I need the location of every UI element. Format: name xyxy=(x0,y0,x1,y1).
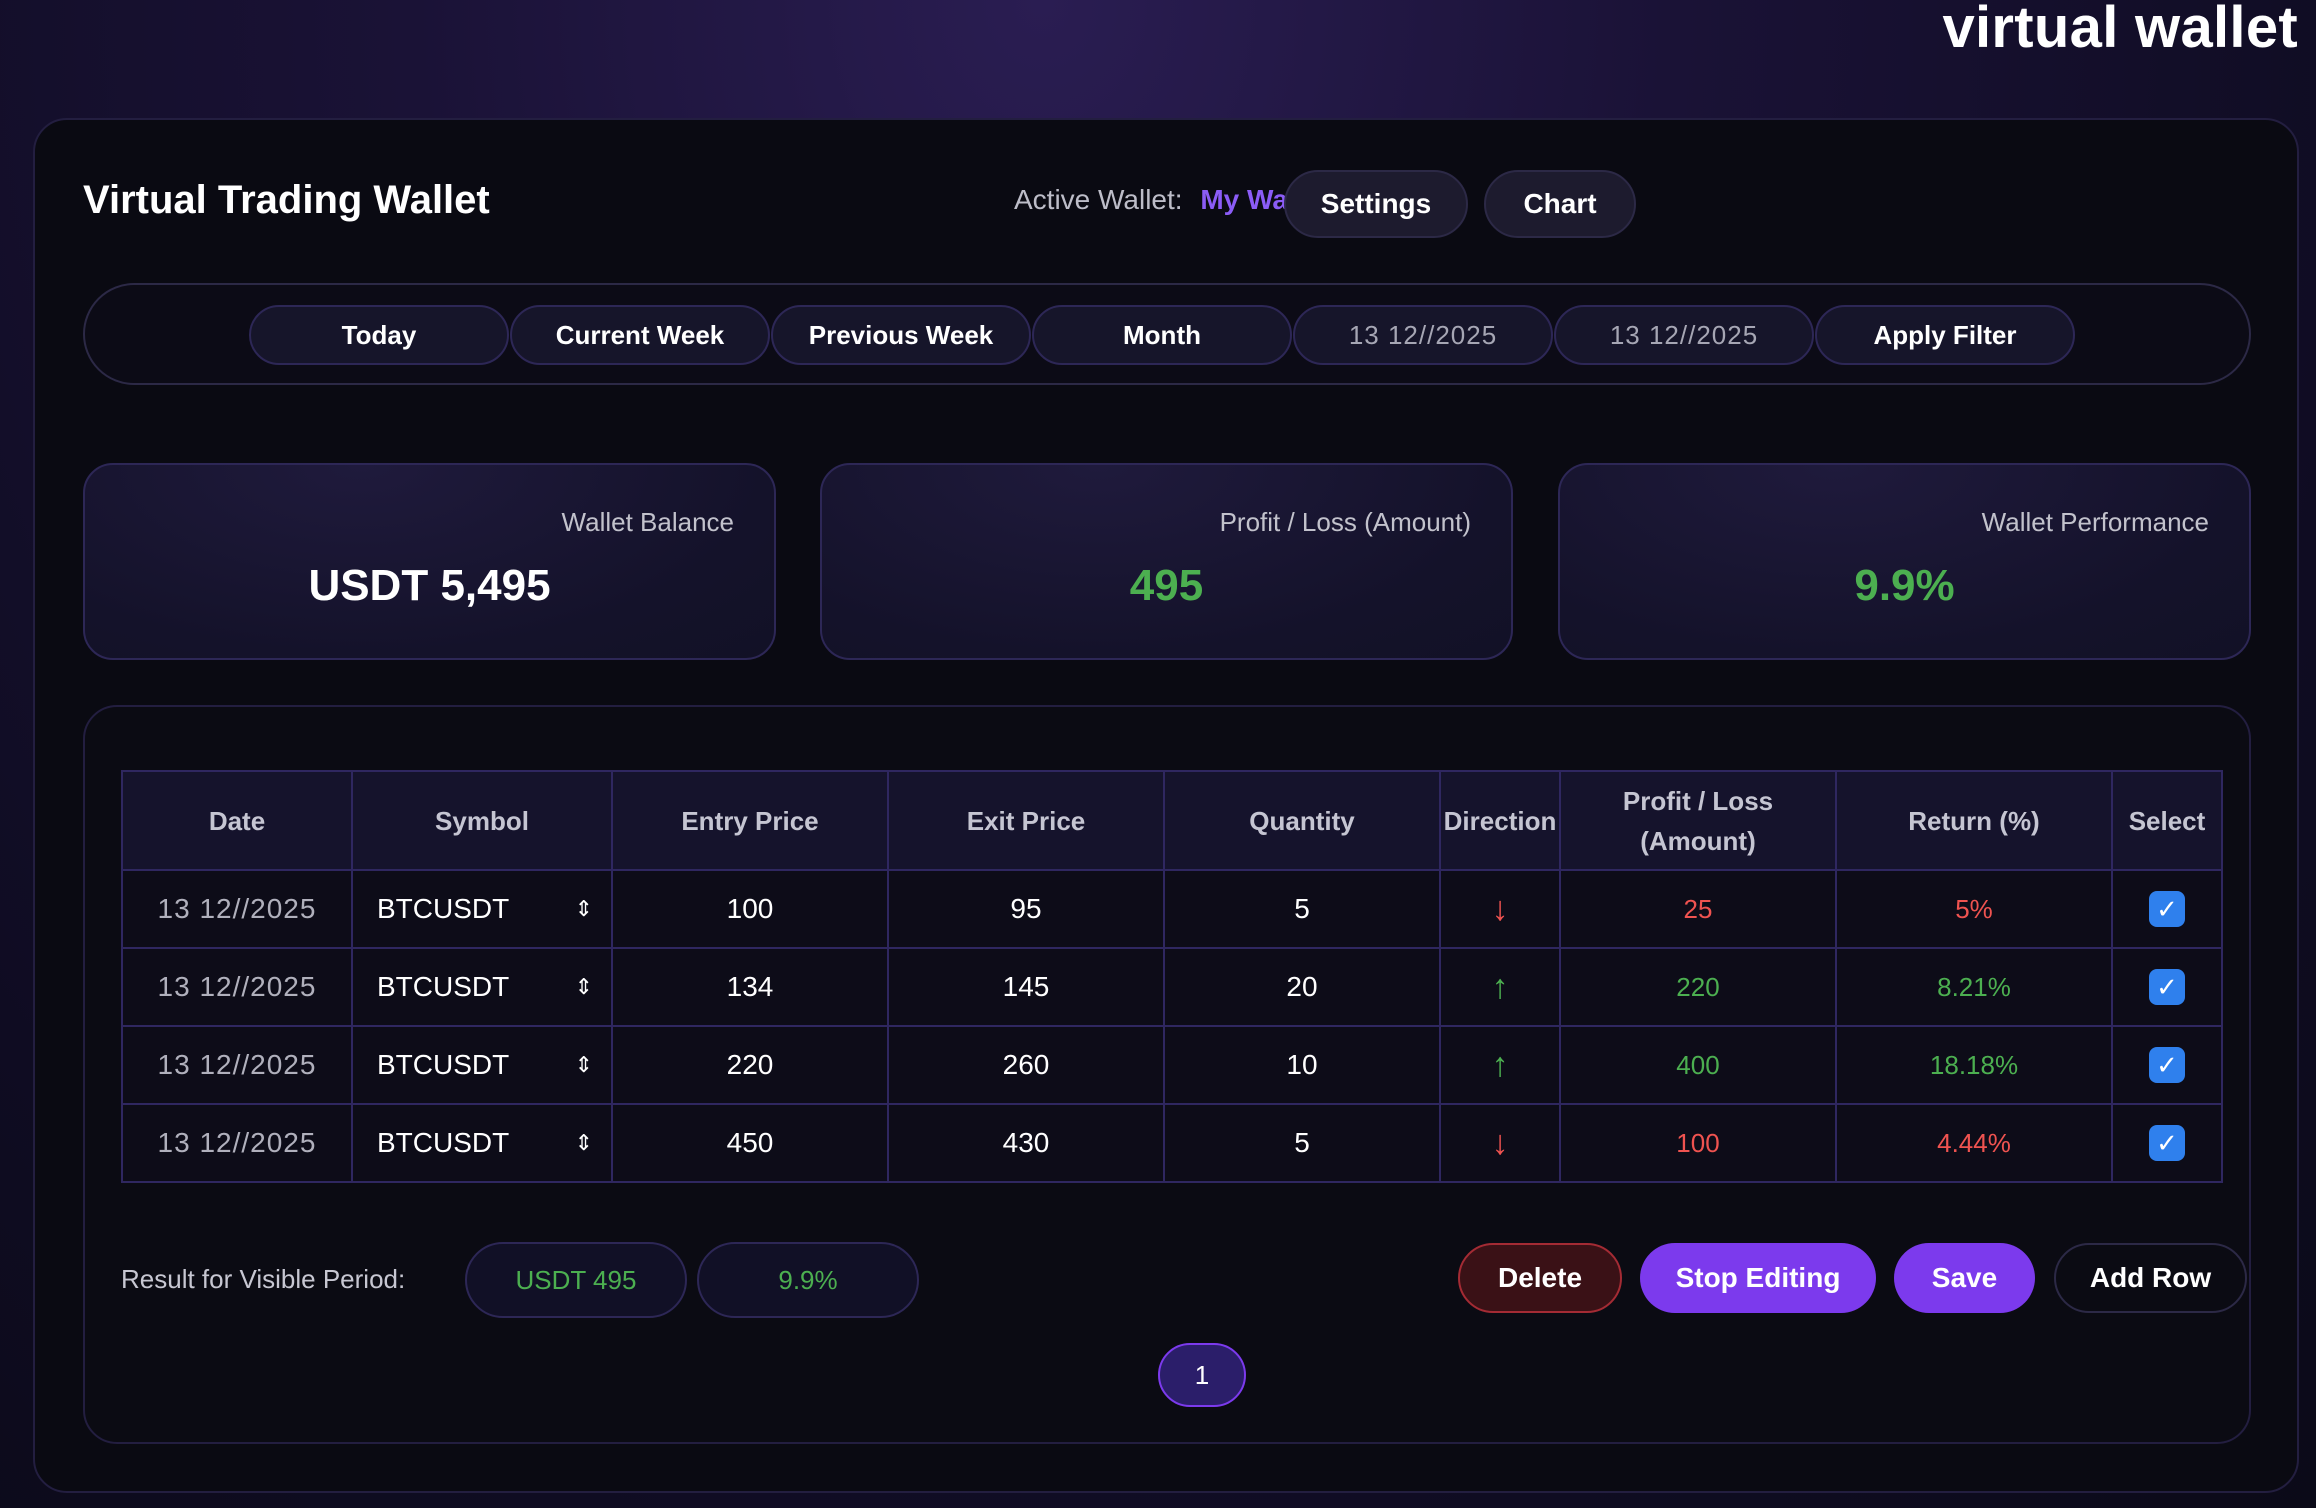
profit-loss-value: 495 xyxy=(1129,561,1204,610)
profit-loss-cell: 400 xyxy=(1559,1025,1837,1105)
column-header: Entry Price xyxy=(611,770,889,871)
entry-price-cell[interactable]: 450 xyxy=(611,1103,889,1183)
column-header: Direction xyxy=(1439,770,1561,871)
pagination-page-button[interactable]: 1 xyxy=(1158,1343,1246,1407)
table-header-row: Date Symbol Entry Price Exit Price Quant… xyxy=(121,770,2223,871)
direction-cell[interactable]: ↓ xyxy=(1439,1103,1561,1183)
return-cell: 8.21% xyxy=(1835,947,2113,1027)
direction-cell[interactable]: ↑ xyxy=(1439,947,1561,1027)
profit-loss-cell: 100 xyxy=(1559,1103,1837,1183)
select-chevrons-icon: ⇕ xyxy=(574,896,593,921)
exit-price-cell[interactable]: 95 xyxy=(887,869,1165,949)
exit-price-cell[interactable]: 430 xyxy=(887,1103,1165,1183)
date-cell[interactable]: 13 12//2025 xyxy=(121,1025,353,1105)
symbol-select[interactable]: BTCUSDT ⇕ xyxy=(351,947,613,1027)
exit-price-cell[interactable]: 145 xyxy=(887,947,1165,1027)
delete-button[interactable]: Delete xyxy=(1458,1243,1622,1313)
profit-loss-cell: 220 xyxy=(1559,947,1837,1027)
table-row: 13 12//2025 BTCUSDT ⇕ 134 145 20 ↑ 220 8.… xyxy=(121,947,2223,1027)
return-cell: 5% xyxy=(1835,869,2113,949)
table-row: 13 12//2025 BTCUSDT ⇕ 100 95 5 ↓ 25 5% ✓ xyxy=(121,869,2223,949)
trades-card: Date Symbol Entry Price Exit Price Quant… xyxy=(83,705,2251,1444)
symbol-select[interactable]: BTCUSDT ⇕ xyxy=(351,1103,613,1183)
save-button[interactable]: Save xyxy=(1894,1243,2035,1313)
select-cell: ✓ xyxy=(2111,1025,2223,1105)
wallet-performance-card: Wallet Performance 9.9% xyxy=(1558,463,2251,660)
row-checkbox[interactable]: ✓ xyxy=(2149,891,2185,927)
filter-month-button[interactable]: Month xyxy=(1032,305,1292,365)
arrow-up-icon: ↑ xyxy=(1491,967,1509,1006)
symbol-value: BTCUSDT xyxy=(377,971,510,1002)
row-checkbox[interactable]: ✓ xyxy=(2149,1047,2185,1083)
wallet-balance-label: Wallet Balance xyxy=(561,507,734,537)
select-chevrons-icon: ⇕ xyxy=(574,1130,593,1155)
arrow-down-icon: ↓ xyxy=(1491,889,1509,928)
select-chevrons-icon: ⇕ xyxy=(574,1052,593,1077)
direction-cell[interactable]: ↓ xyxy=(1439,869,1561,949)
apply-filter-button[interactable]: Apply Filter xyxy=(1815,305,2075,365)
row-checkbox[interactable]: ✓ xyxy=(2149,1125,2185,1161)
app-title: virtual wallet xyxy=(1942,0,2298,60)
profit-loss-label: Profit / Loss (Amount) xyxy=(1219,507,1471,537)
column-header: Date xyxy=(121,770,353,871)
stop-editing-button[interactable]: Stop Editing xyxy=(1640,1243,1876,1313)
quantity-cell[interactable]: 20 xyxy=(1163,947,1441,1027)
column-header: Exit Price xyxy=(887,770,1165,871)
result-label: Result for Visible Period: xyxy=(121,1264,406,1294)
return-cell: 4.44% xyxy=(1835,1103,2113,1183)
arrow-up-icon: ↑ xyxy=(1491,1045,1509,1084)
date-cell[interactable]: 13 12//2025 xyxy=(121,947,353,1027)
quantity-cell[interactable]: 5 xyxy=(1163,869,1441,949)
trades-table: Date Symbol Entry Price Exit Price Quant… xyxy=(121,770,2223,1183)
to-date-input[interactable]: 13 12//2025 xyxy=(1554,305,1814,365)
chart-button[interactable]: Chart xyxy=(1484,170,1636,238)
profit-loss-cell: 25 xyxy=(1559,869,1837,949)
column-header: Select xyxy=(2111,770,2223,871)
filter-today-button[interactable]: Today xyxy=(249,305,509,365)
wallet-performance-value: 9.9% xyxy=(1854,561,1955,610)
date-cell[interactable]: 13 12//2025 xyxy=(121,869,353,949)
quantity-cell[interactable]: 5 xyxy=(1163,1103,1441,1183)
table-row: 13 12//2025 BTCUSDT ⇕ 450 430 5 ↓ 100 4.4… xyxy=(121,1103,2223,1183)
filter-bar: Today Current Week Previous Week Month 1… xyxy=(83,283,2251,385)
column-header: Symbol xyxy=(351,770,613,871)
row-checkbox[interactable]: ✓ xyxy=(2149,969,2185,1005)
return-cell: 18.18% xyxy=(1835,1025,2113,1105)
result-amount-badge: USDT 495 xyxy=(465,1242,687,1318)
symbol-value: BTCUSDT xyxy=(377,1127,510,1158)
profit-loss-card: Profit / Loss (Amount) 495 xyxy=(820,463,1513,660)
wallet-card: Virtual Trading Wallet Active Wallet: My… xyxy=(33,118,2299,1493)
select-cell: ✓ xyxy=(2111,1103,2223,1183)
symbol-select[interactable]: BTCUSDT ⇕ xyxy=(351,869,613,949)
column-header: Return (%) xyxy=(1835,770,2113,871)
filter-current-week-button[interactable]: Current Week xyxy=(510,305,770,365)
settings-button[interactable]: Settings xyxy=(1284,170,1468,238)
active-wallet-label: Active Wallet: xyxy=(1014,184,1183,215)
result-percent-badge: 9.9% xyxy=(697,1242,919,1318)
direction-cell[interactable]: ↑ xyxy=(1439,1025,1561,1105)
entry-price-cell[interactable]: 100 xyxy=(611,869,889,949)
wallet-performance-label: Wallet Performance xyxy=(1981,507,2209,537)
entry-price-cell[interactable]: 134 xyxy=(611,947,889,1027)
select-chevrons-icon: ⇕ xyxy=(574,974,593,999)
page-title: Virtual Trading Wallet xyxy=(83,178,490,222)
from-date-input[interactable]: 13 12//2025 xyxy=(1293,305,1553,365)
symbol-select[interactable]: BTCUSDT ⇕ xyxy=(351,1025,613,1105)
column-header: Quantity xyxy=(1163,770,1441,871)
symbol-value: BTCUSDT xyxy=(377,893,510,924)
select-cell: ✓ xyxy=(2111,869,2223,949)
symbol-value: BTCUSDT xyxy=(377,1049,510,1080)
column-header: Profit / Loss (Amount) xyxy=(1559,770,1837,871)
quantity-cell[interactable]: 10 xyxy=(1163,1025,1441,1105)
table-row: 13 12//2025 BTCUSDT ⇕ 220 260 10 ↑ 400 18… xyxy=(121,1025,2223,1105)
arrow-down-icon: ↓ xyxy=(1491,1123,1509,1162)
date-cell[interactable]: 13 12//2025 xyxy=(121,1103,353,1183)
wallet-balance-value: USDT 5,495 xyxy=(308,561,551,610)
select-cell: ✓ xyxy=(2111,947,2223,1027)
entry-price-cell[interactable]: 220 xyxy=(611,1025,889,1105)
add-row-button[interactable]: Add Row xyxy=(2054,1243,2247,1313)
filter-previous-week-button[interactable]: Previous Week xyxy=(771,305,1031,365)
wallet-balance-card: Wallet Balance USDT 5,495 xyxy=(83,463,776,660)
exit-price-cell[interactable]: 260 xyxy=(887,1025,1165,1105)
